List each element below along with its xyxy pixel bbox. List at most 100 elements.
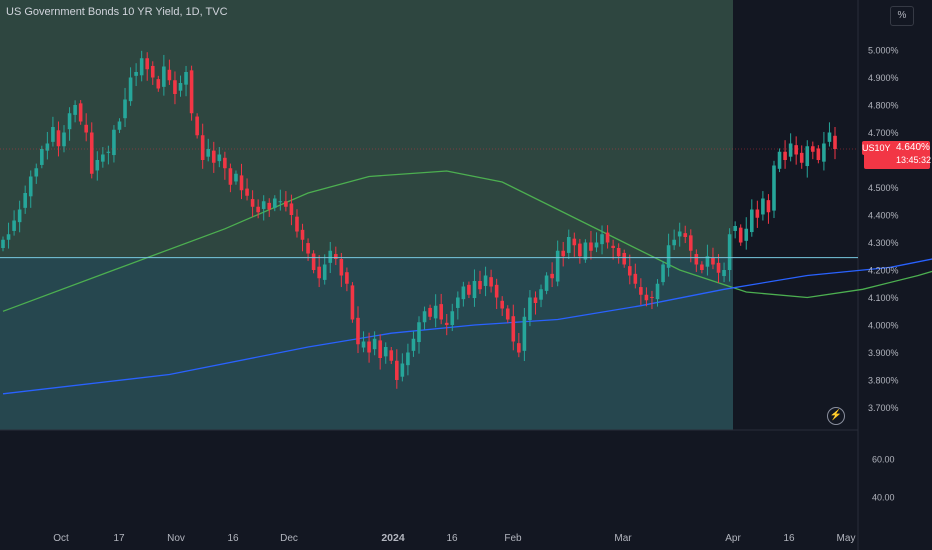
candle-body [777,151,782,169]
x-tick-label: Nov [167,533,185,544]
candle [150,61,155,85]
candle-body [322,264,327,280]
candle-body [589,242,593,251]
candle-body [167,69,172,81]
candle [822,131,826,171]
candle-body [444,322,449,325]
candle-body [256,206,260,213]
candle [40,145,44,169]
candle-body [84,124,88,133]
candle-body [261,201,266,209]
candle-body [34,168,39,177]
candle-body [40,149,44,165]
candle [794,136,798,165]
candle [339,252,344,288]
x-tick-label: May [837,533,856,544]
chart-title: US Government Bonds 10 YR Yield, 1D, TVC [6,6,228,18]
candle-body [334,254,338,259]
candle [761,191,765,221]
candle [167,59,172,85]
candle-body [206,149,211,157]
candle [345,267,349,292]
candle-body [267,202,272,210]
candle-body [328,250,333,263]
unit-button[interactable]: % [890,6,914,26]
candle [711,247,715,270]
lightning-icon[interactable]: ⚡ [827,407,845,425]
candle [522,307,527,362]
candle-body [289,203,294,215]
candle-body [406,352,410,366]
candle-body [156,79,161,89]
candle-body [78,103,83,122]
candle-body [694,254,699,265]
candle-body [350,285,355,320]
candle [223,151,227,180]
candle [772,160,776,219]
candle-body [761,198,765,215]
indicator-tick-label: 60.00 [872,455,895,465]
candle [677,222,682,247]
candle [178,75,183,97]
candle [533,291,538,315]
candle [51,116,55,147]
y-tick-label: 4.700% [868,128,899,138]
candle-body [456,297,460,308]
x-tick-label: Dec [280,533,298,544]
candle [744,217,749,250]
candle-body [284,201,288,207]
candle-body [483,275,488,286]
candle [722,262,726,283]
candle [589,230,593,260]
candle-body [317,266,321,279]
candle [489,269,493,293]
candle [84,113,88,142]
y-tick-label: 4.200% [868,266,899,276]
y-tick-label: 4.100% [868,293,899,303]
candle [134,63,138,87]
x-tick-label: Oct [53,533,69,544]
candle-body [627,266,632,276]
candle [173,71,177,105]
candle-body [461,286,466,300]
candle-body [705,256,710,267]
candle-body [611,245,615,248]
candle-body [733,226,737,231]
candle [683,225,688,244]
candle [661,261,665,286]
candle-body [494,284,499,298]
candle [350,282,355,323]
candle-body [67,113,72,130]
candle [750,199,754,237]
candle-body [56,130,61,147]
candle [605,225,610,249]
candle [461,281,466,307]
candle-body [566,237,571,253]
candle [433,294,438,328]
candle-body [772,165,776,211]
candle [267,198,272,217]
candle-body [234,173,238,182]
candle [450,303,455,332]
candle-body [716,262,721,273]
candle [633,263,638,289]
candle [644,287,649,307]
symbol-tag: US10Y [862,141,891,155]
candle [694,249,699,272]
candle-body [139,58,144,76]
candle [616,243,621,264]
candle [78,100,83,125]
candle [128,67,133,106]
candle-body [561,250,566,257]
candle [417,316,421,354]
candle [6,222,11,249]
candle [123,87,127,127]
y-tick-label: 3.700% [868,403,899,413]
candle [594,232,599,253]
candle-body [1,239,5,248]
candle-body [583,242,588,260]
candle [411,331,416,357]
candle [145,52,150,81]
candle [117,118,122,134]
